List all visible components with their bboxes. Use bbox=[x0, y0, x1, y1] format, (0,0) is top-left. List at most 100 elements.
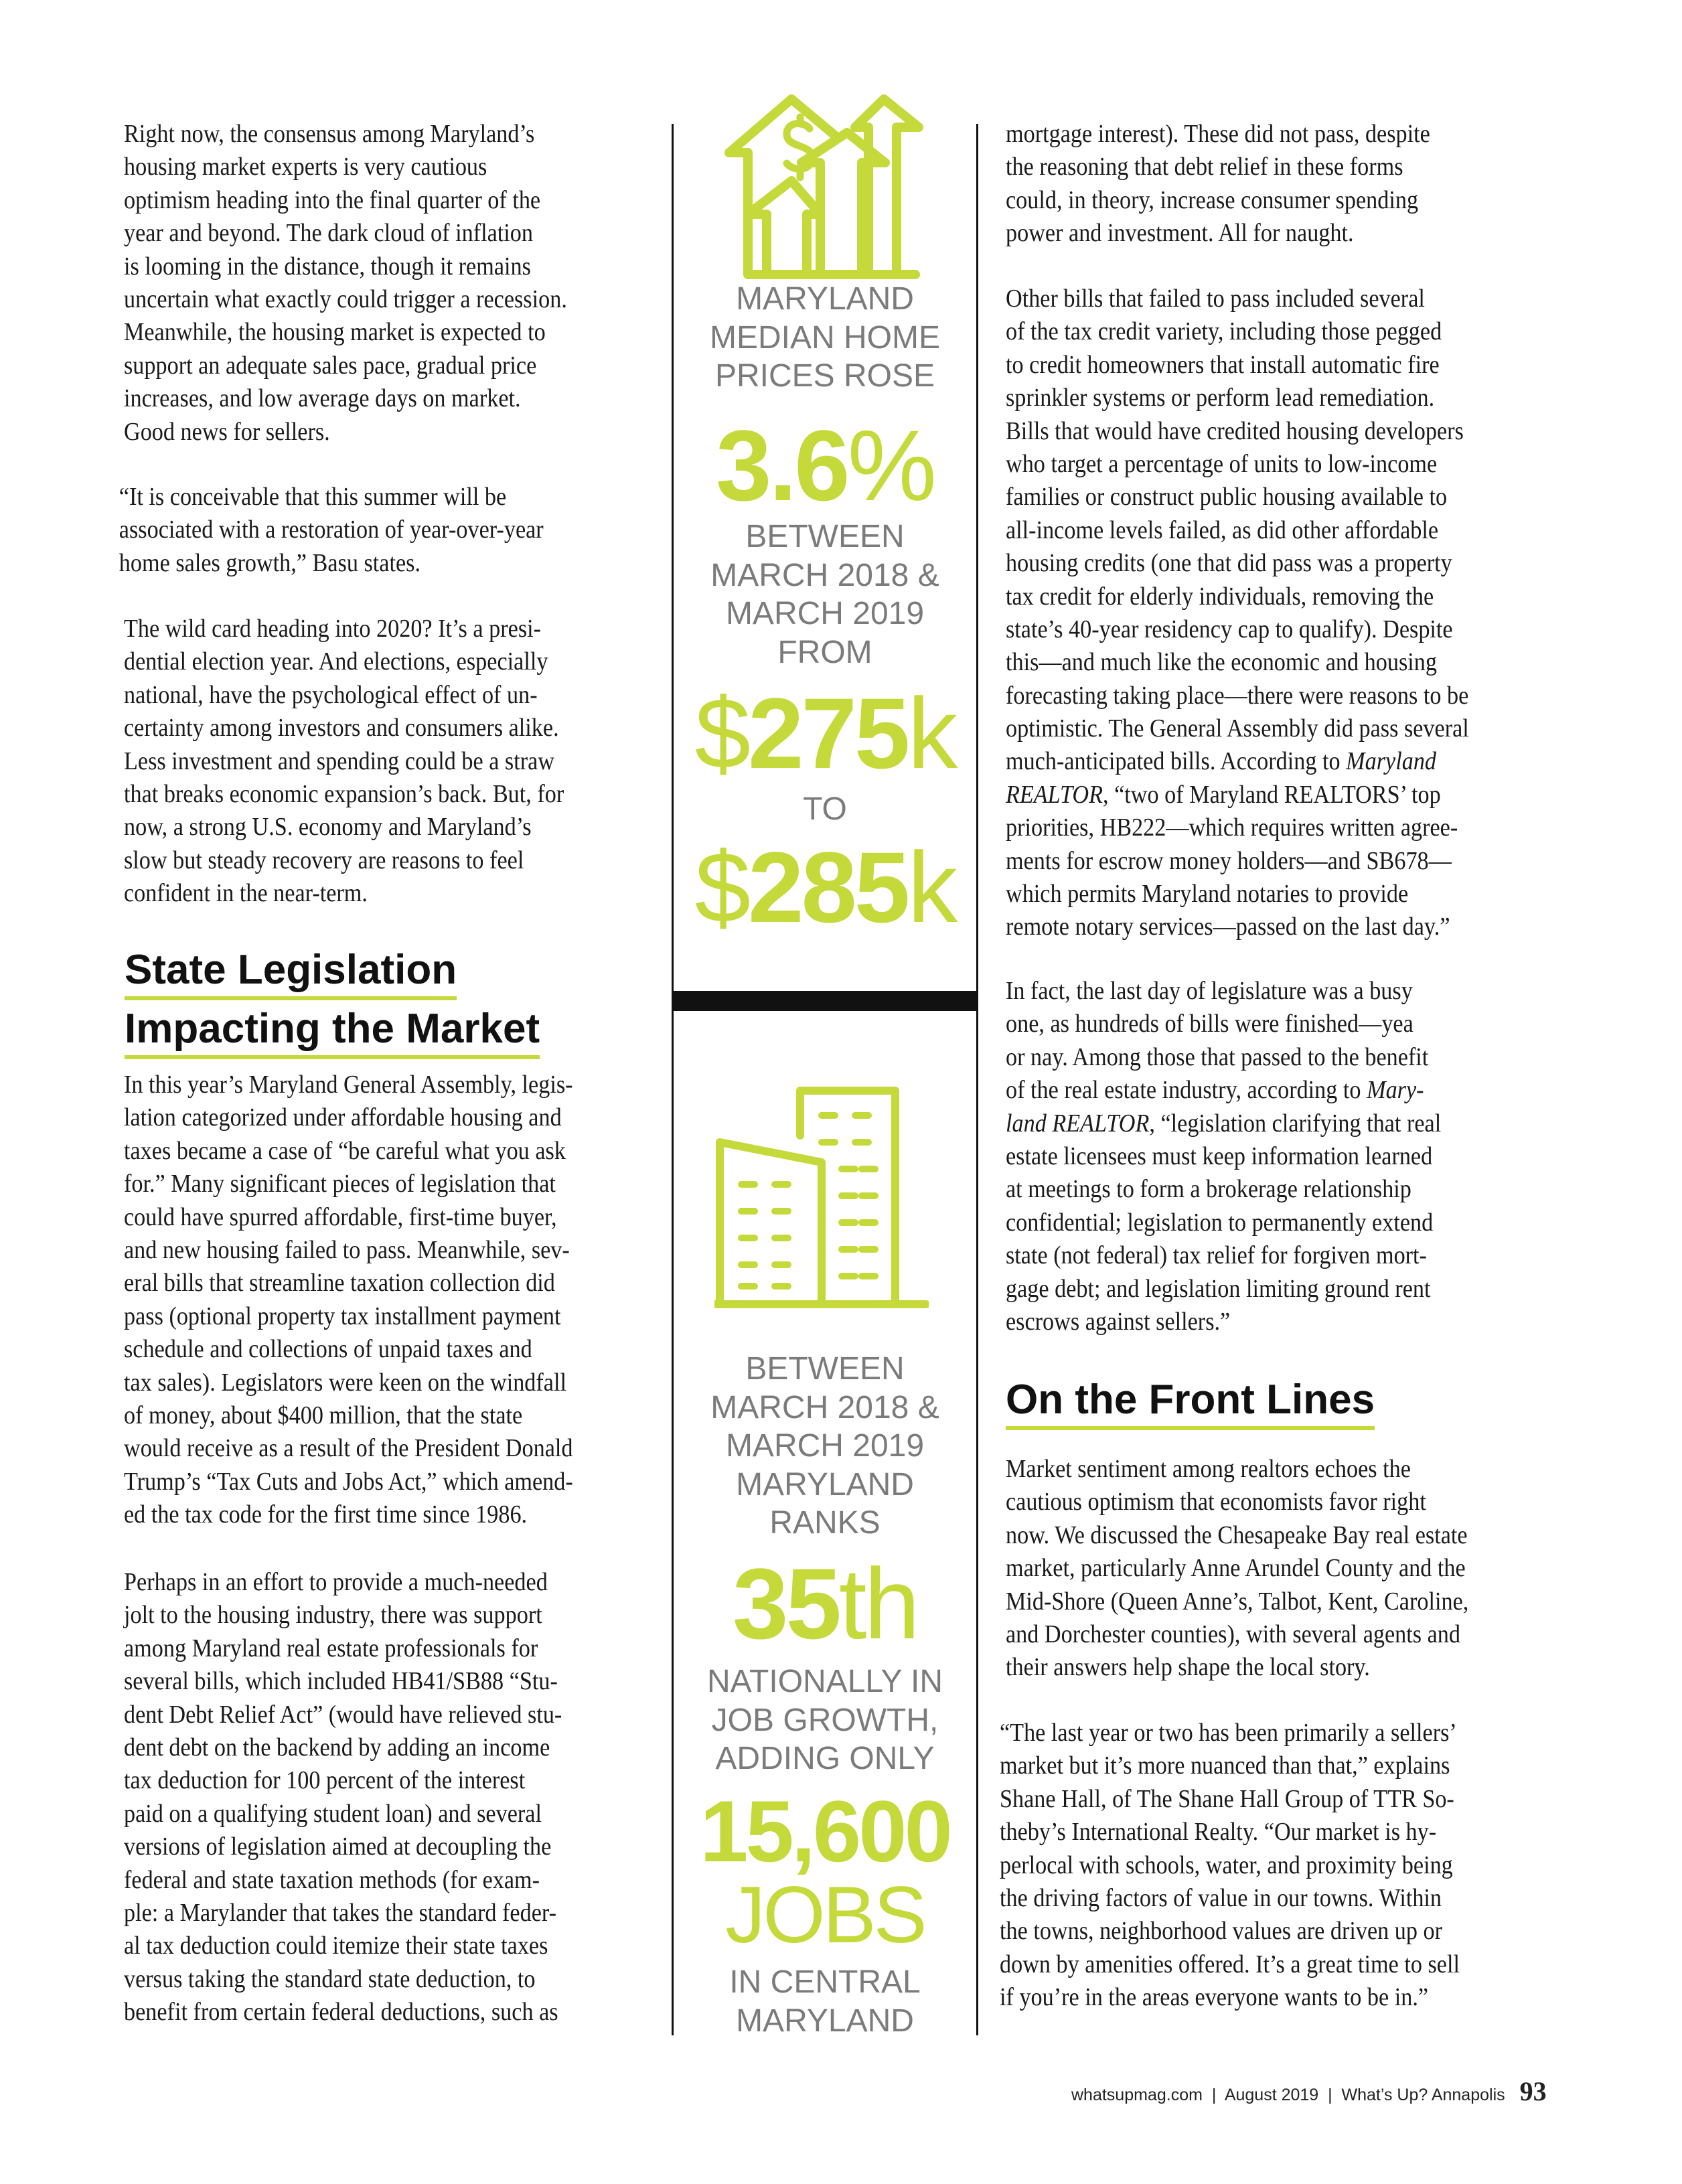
text-line: schedule and collections of unpaid taxes… bbox=[124, 1335, 532, 1364]
text-line: Trump’s “Tax Cuts and Jobs Act,” which a… bbox=[124, 1467, 573, 1496]
page-number: 93 bbox=[1519, 2076, 1547, 2106]
italic-text: REALTOR bbox=[1006, 780, 1103, 809]
stat1-percent: 3.6% bbox=[674, 415, 976, 516]
stat-text: IN CENTRAL bbox=[729, 1964, 921, 2000]
text-line: support an adequate sales pace, gradual … bbox=[124, 351, 537, 380]
stat-text: NATIONALLY IN bbox=[706, 1664, 943, 1699]
stat2-jobs-number: 15,600 bbox=[674, 1788, 976, 1875]
stat2-rank: 35th bbox=[674, 1553, 976, 1654]
text-line: this—and much like the economic and hous… bbox=[1006, 648, 1437, 677]
text-line: remote notary services—passed on the las… bbox=[1006, 913, 1450, 941]
text-line: increases, and low average days on marke… bbox=[124, 384, 521, 413]
text-line: land REALTOR, “legislation clarifying th… bbox=[1006, 1107, 1441, 1140]
text-line: forecasting taking place—there were reas… bbox=[1006, 681, 1469, 710]
stat1-to: TO bbox=[674, 790, 976, 829]
text-line: dent debt on the backend by adding an in… bbox=[124, 1733, 550, 1762]
text-line: that breaks economic expansion’s back. B… bbox=[124, 779, 564, 808]
text-line: Meanwhile, the housing market is expecte… bbox=[124, 318, 546, 347]
text-line: Mid-Shore (Queen Anne’s, Talbot, Kent, C… bbox=[1006, 1587, 1469, 1616]
text-line: several bills, which included HB41/SB88 … bbox=[124, 1667, 558, 1696]
text-line: ple: a Marylander that takes the standar… bbox=[124, 1898, 556, 1927]
stat1-from-price: $275k bbox=[674, 683, 976, 783]
stat-text: ADDING ONLY bbox=[715, 1741, 935, 1776]
paragraph: Market sentiment among realtors echoes t… bbox=[1006, 1453, 1468, 1685]
text-line: who target a percentage of units to low-… bbox=[1006, 449, 1438, 478]
text-line: versus taking the standard state deducti… bbox=[124, 1964, 536, 1993]
page-footer: whatsupmag.com | August 2019 | What’s Up… bbox=[1071, 2076, 1547, 2107]
text-line: theby’s International Realty. “Our marke… bbox=[1000, 1818, 1437, 1847]
stat1-between: BETWEEN MARCH 2018 & MARCH 2019 FROM bbox=[674, 518, 976, 672]
text-line: escrows against sellers.” bbox=[1006, 1307, 1231, 1336]
italic-text: land REALTOR bbox=[1006, 1109, 1150, 1138]
text-line: eral bills that streamline taxation coll… bbox=[124, 1269, 555, 1298]
text: much-anticipated bills. According to bbox=[1006, 747, 1347, 776]
text-line: could, in theory, increase consumer spen… bbox=[1006, 185, 1419, 214]
text-line: state’s 40-year residency cap to qualify… bbox=[1006, 615, 1453, 643]
text-line: is looming in the distance, though it re… bbox=[124, 252, 531, 281]
text-line: Market sentiment among realtors echoes t… bbox=[1006, 1455, 1411, 1483]
stat1-intro: MARYLAND MEDIAN HOME PRICES ROSE bbox=[674, 280, 976, 396]
text-line: The wild card heading into 2020? It’s a … bbox=[124, 615, 542, 643]
text-line: market, particularly Anne Arundel County… bbox=[1006, 1554, 1466, 1583]
text-line: national, have the psychological effect … bbox=[124, 680, 538, 709]
text-line: Less investment and spending could be a … bbox=[124, 747, 555, 775]
text-line: dent Debt Relief Act” (would have reliev… bbox=[124, 1700, 562, 1729]
heading-line: Impacting the Market bbox=[125, 1003, 540, 1059]
text-line: sprinkler systems or perform lead remedi… bbox=[1006, 384, 1435, 412]
text-line: tax deduction for 100 percent of the int… bbox=[124, 1766, 526, 1795]
stat2-jobs-label: JOBS bbox=[674, 1875, 976, 1955]
stat-text: BETWEEN bbox=[745, 519, 905, 554]
text: of the real estate industry, according t… bbox=[1006, 1076, 1367, 1105]
text-line: “The last year or two has been primarily… bbox=[1000, 1719, 1457, 1747]
text-line: market but it’s more nuanced than that,”… bbox=[1000, 1751, 1450, 1780]
stat1-to-price: $285k bbox=[674, 837, 976, 937]
text-line: now, a strong U.S. economy and Maryland’… bbox=[124, 813, 532, 842]
text-line: cautious optimism that economists favor … bbox=[1006, 1488, 1426, 1516]
paragraph: “It is conceivable that this summer will… bbox=[119, 481, 544, 580]
text-line: paid on a qualifying student loan) and s… bbox=[124, 1799, 542, 1828]
text-line: and Dorchester counties), with several a… bbox=[1006, 1620, 1461, 1648]
house-rising-arrows-icon bbox=[721, 94, 923, 288]
stat-text: MARYLAND bbox=[736, 2003, 914, 2039]
text-line: optimistic. The General Assembly did pas… bbox=[1006, 714, 1469, 743]
text: , “two of Maryland REALTORS’ top bbox=[1103, 780, 1441, 809]
paragraph: Right now, the consensus among Maryland’… bbox=[124, 118, 567, 449]
section-heading-front-lines: On the Front Lines bbox=[1006, 1374, 1375, 1430]
text-line: would receive as a result of the Preside… bbox=[124, 1434, 573, 1463]
text: , “legislation clarifying that real bbox=[1149, 1109, 1442, 1138]
jobs-label: JOBS bbox=[725, 1870, 927, 1960]
stat-text: PRICES ROSE bbox=[714, 358, 935, 394]
stat-text: TO bbox=[803, 791, 847, 827]
section-heading-state-legislation: State Legislation Impacting the Market bbox=[125, 944, 540, 1059]
text-line: much-anticipated bills. According to Mar… bbox=[1006, 745, 1469, 778]
stat-text: MARCH 2019 bbox=[725, 1428, 925, 1464]
text-line: Perhaps in an effort to provide a much-n… bbox=[124, 1568, 548, 1596]
section-divider-bar bbox=[672, 991, 978, 1011]
text-line: home sales growth,” Basu states. bbox=[119, 548, 421, 577]
text-line: housing credits (one that did pass was a… bbox=[1006, 549, 1452, 578]
text-line: tax sales). Legislators were keen on the… bbox=[124, 1368, 566, 1397]
footer-text: whatsupmag.com | August 2019 | What’s Up… bbox=[1071, 2086, 1505, 2104]
text-line: optimism heading into the final quarter … bbox=[124, 185, 541, 214]
right-divider bbox=[976, 124, 978, 2035]
text-line: the driving factors of value in our town… bbox=[1000, 1883, 1442, 1912]
price-value: 285 bbox=[748, 831, 910, 943]
text-line: certainty among investors and consumers … bbox=[124, 714, 559, 743]
office-buildings-icon bbox=[710, 1085, 930, 1310]
heading-line: State Legislation bbox=[125, 944, 457, 1000]
text-line: “It is conceivable that this summer will… bbox=[119, 483, 507, 511]
text-line: the towns, neighborhood values are drive… bbox=[1000, 1917, 1443, 1946]
text-line: slow but steady recovery are reasons to … bbox=[124, 846, 524, 874]
text-line: which permits Maryland notaries to provi… bbox=[1006, 880, 1409, 909]
stat-text: MARYLAND bbox=[736, 281, 914, 317]
text-line: Right now, the consensus among Maryland’… bbox=[124, 120, 535, 148]
text-line: could have spurred affordable, first-tim… bbox=[124, 1202, 557, 1231]
paragraph: “The last year or two has been primarily… bbox=[1000, 1717, 1460, 2015]
text-line: all-income levels failed, as did other a… bbox=[1006, 516, 1439, 544]
paragraph: In this year’s Maryland General Assembly… bbox=[124, 1069, 573, 1531]
text-line: power and investment. All for naught. bbox=[1006, 219, 1354, 248]
text-line: In this year’s Maryland General Assembly… bbox=[124, 1071, 573, 1099]
text-line: among Maryland real estate professionals… bbox=[124, 1634, 538, 1662]
text-line: for.” Many significant pieces of legisla… bbox=[124, 1170, 556, 1198]
text-line: Other bills that failed to pass included… bbox=[1006, 285, 1425, 313]
